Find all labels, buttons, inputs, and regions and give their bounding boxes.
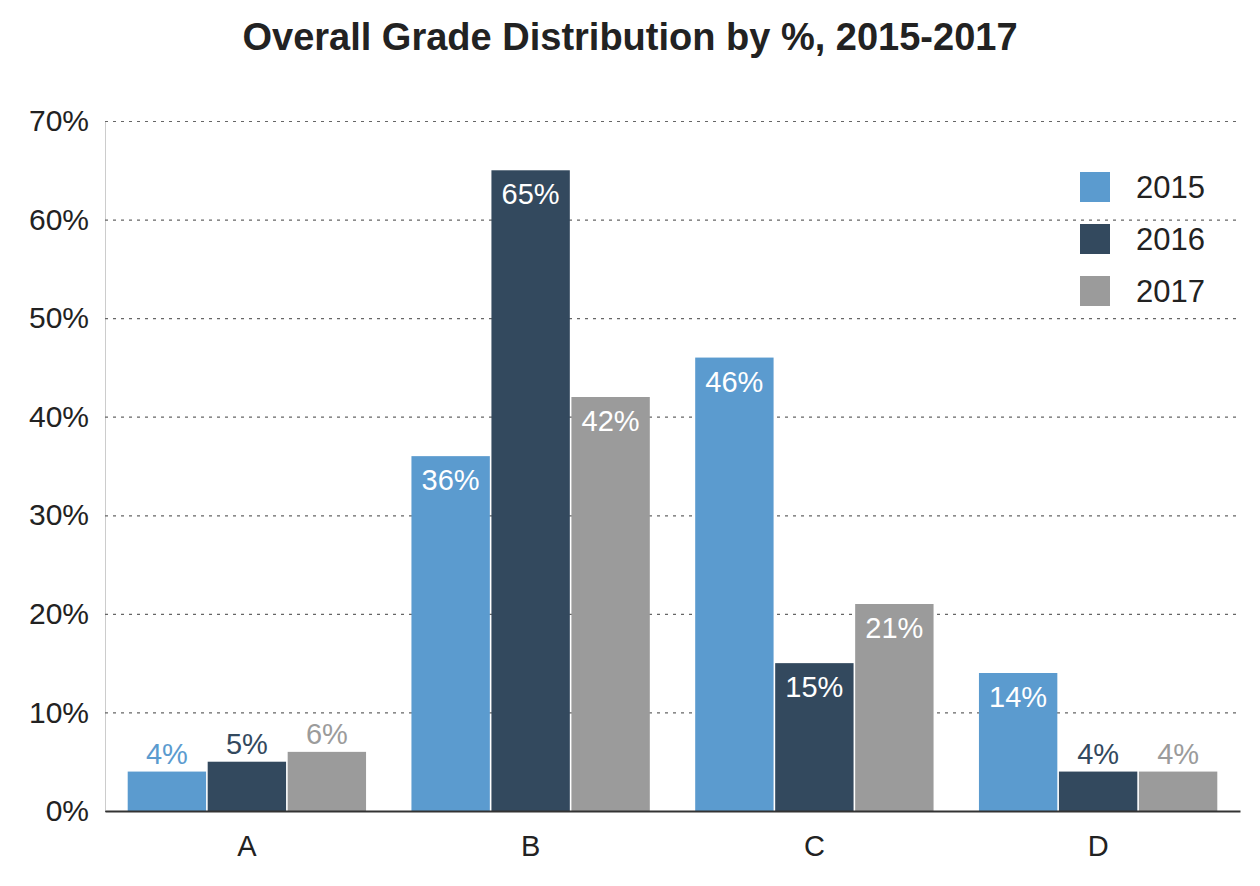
bar-series — [128, 358, 1058, 811]
bar — [288, 752, 366, 811]
grid-line — [105, 121, 1240, 122]
chart: Overall Grade Distribution by %, 2015-20… — [0, 0, 1260, 886]
bar — [775, 663, 853, 811]
bar — [571, 397, 649, 811]
bar-series — [208, 170, 1138, 811]
legend-label: 2016 — [1136, 222, 1205, 257]
x-tick: D — [1088, 830, 1109, 862]
data-label: 14% — [989, 681, 1047, 713]
bar — [491, 170, 569, 811]
data-labels: 4% 36% 46% 14% 5% 65% 15% 4% 6% 42% 21% 4% — [146, 178, 1199, 769]
grid-line — [105, 417, 1240, 418]
y-axis: 0% 10% 20% 30% 40% 50% 60% 70% — [29, 104, 1240, 827]
y-tick-label: 20% — [29, 597, 89, 630]
x-tick: B — [521, 830, 540, 862]
x-tick-label: B — [521, 830, 540, 862]
x-tick-label: C — [804, 830, 825, 862]
x-tick: C — [804, 830, 825, 862]
legend-swatch — [1080, 172, 1110, 202]
grid-line — [105, 515, 1240, 516]
y-tick-label: 60% — [29, 203, 89, 236]
x-axis: A B C D — [106, 812, 1241, 862]
y-tick-label: 50% — [29, 301, 89, 334]
x-tick: A — [237, 830, 257, 862]
bar — [128, 772, 206, 811]
y-axis-line — [105, 122, 106, 812]
legend-item: 2016 — [1080, 222, 1205, 257]
legend: 2015 2016 2017 — [1080, 170, 1205, 309]
y-tick: 50% — [29, 301, 1240, 334]
y-tick: 70% — [29, 104, 1240, 137]
bar — [411, 456, 489, 811]
y-tick: 60% — [29, 203, 1240, 236]
data-label: 15% — [785, 671, 843, 703]
legend-label: 2017 — [1136, 274, 1205, 309]
data-label: 4% — [146, 738, 188, 770]
y-tick-label: 10% — [29, 696, 89, 729]
plot: 0% 10% 20% 30% 40% 50% 60% 70% 4% 36% 46% 14% 5% 65% 1… — [29, 104, 1241, 861]
grid-line — [105, 614, 1240, 615]
x-tick-label: D — [1088, 830, 1109, 862]
data-label: 4% — [1077, 738, 1119, 770]
data-label: 65% — [502, 178, 560, 210]
data-label: 36% — [422, 464, 480, 496]
data-label: 21% — [865, 612, 923, 644]
bar — [1139, 772, 1217, 811]
bar — [979, 673, 1057, 811]
y-tick-label: 0% — [46, 794, 89, 827]
legend-item: 2017 — [1080, 274, 1205, 309]
grid-line — [105, 712, 1240, 713]
y-tick-label: 40% — [29, 400, 89, 433]
legend-swatch — [1080, 276, 1110, 306]
grid-line — [105, 811, 1240, 812]
data-label: 5% — [226, 728, 268, 760]
x-axis-line — [106, 811, 1241, 813]
bar — [1059, 772, 1137, 811]
x-tick-label: A — [237, 830, 257, 862]
data-label: 4% — [1157, 738, 1199, 770]
data-label: 42% — [582, 405, 640, 437]
bars — [128, 170, 1218, 811]
data-label: 46% — [705, 366, 763, 398]
bar — [855, 604, 933, 811]
legend-item: 2015 — [1080, 170, 1205, 205]
bar — [208, 762, 286, 811]
bar-series — [288, 397, 1218, 811]
bar — [695, 358, 773, 811]
grid-line — [105, 219, 1240, 220]
y-tick-label: 70% — [29, 104, 89, 137]
data-label: 6% — [306, 718, 348, 750]
legend-swatch — [1080, 224, 1110, 254]
y-tick-label: 30% — [29, 498, 89, 531]
title: Overall Grade Distribution by %, 2015-20… — [242, 16, 1017, 58]
grid-line — [105, 318, 1240, 319]
legend-label: 2015 — [1136, 170, 1205, 205]
